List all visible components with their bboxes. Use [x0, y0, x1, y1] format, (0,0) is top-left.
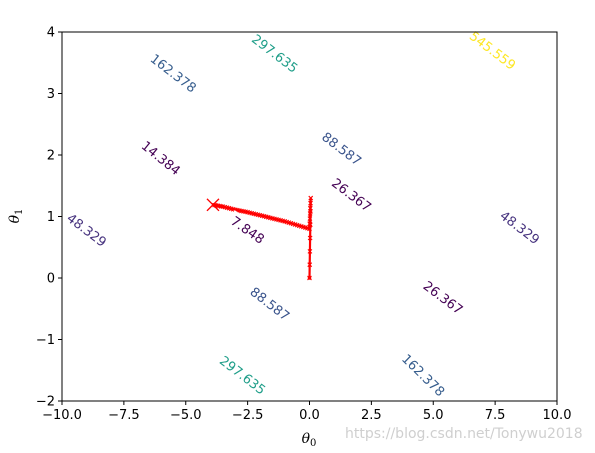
- descent-step-marker: [307, 221, 313, 227]
- x-tick-label: −10.0: [42, 408, 82, 423]
- y-tick-label: 4: [47, 26, 55, 41]
- contour-label-297.635: 297.635: [214, 349, 272, 399]
- x-tick-label: −7.5: [108, 408, 140, 423]
- contour-label-88.587: 88.587: [245, 280, 296, 326]
- x-tick-label: 2.5: [361, 408, 382, 423]
- y-tick-label: 1: [47, 210, 55, 225]
- contour-label-bg: [214, 349, 272, 399]
- contour-label-48.329: 48.329: [61, 207, 113, 252]
- watermark-text: https://blog.csdn.net/Tonywu2018: [345, 426, 583, 442]
- y-tick-label: 0: [47, 272, 55, 287]
- contour-label-bg: [316, 126, 368, 171]
- contour-label-bg: [145, 48, 203, 97]
- descent-step-marker: [308, 195, 314, 201]
- descent-step-marker: [307, 248, 313, 254]
- descent-step-marker: [307, 211, 313, 216]
- contour-label-text: 162.378: [398, 352, 447, 400]
- y-tick-label: −1: [36, 333, 55, 348]
- contour-label-bg: [397, 348, 451, 401]
- contour-label-text: 162.378: [147, 52, 199, 97]
- contour-label-162.378: 162.378: [397, 348, 451, 401]
- contour-label-545.559: 545.559: [464, 25, 522, 74]
- y-tick-label: 2: [47, 149, 55, 164]
- contour-label-bg: [326, 172, 378, 217]
- contour-label-bg: [464, 25, 522, 74]
- y-tick-label: 3: [47, 87, 55, 102]
- contour-label-bg: [245, 280, 296, 326]
- y-axis-ticks: −2 −1 0 1 2 3 4: [36, 26, 62, 410]
- contour-labels: 7.84814.38426.36726.36748.32948.32988.58…: [61, 25, 546, 401]
- y-axis-label: θ1: [7, 209, 25, 224]
- descent-step-marker: [307, 205, 313, 211]
- x-axis-ticks: −10.0 −7.5 −5.0 −2.5 0.0 2.5 5.0 7.5 10.0: [42, 401, 571, 423]
- descent-end-marker: [206, 198, 220, 212]
- contour-label-14.384: 14.384: [136, 134, 187, 180]
- contour-label-bg: [61, 207, 113, 252]
- contour-label-bg: [225, 210, 271, 249]
- contour-label-162.378: 162.378: [145, 48, 203, 97]
- x-tick-label: 0.0: [299, 408, 320, 423]
- x-tick-label: −5.0: [170, 408, 202, 423]
- contour-label-bg: [418, 275, 470, 319]
- contour-label-88.587: 88.587: [316, 126, 368, 171]
- descent-step-marker: [308, 200, 313, 206]
- contour-label-bg: [136, 134, 187, 180]
- descent-step-marker: [307, 262, 313, 268]
- descent-step-marker: [307, 235, 313, 241]
- x-tick-label: 7.5: [485, 408, 506, 423]
- contour-label-26.367: 26.367: [418, 275, 470, 319]
- y-tick-label: −2: [36, 395, 55, 410]
- contour-label-bg: [247, 28, 304, 78]
- x-axis-label: θ0: [302, 431, 317, 449]
- contour-label-26.367: 26.367: [326, 172, 378, 217]
- x-tick-label: 10.0: [543, 408, 572, 423]
- contour-label-text: 297.635: [216, 354, 268, 399]
- x-tick-label: −2.5: [232, 408, 264, 423]
- descent-step-marker: [307, 216, 313, 221]
- contour-label-bg: [495, 204, 546, 249]
- contour-label-48.329: 48.329: [495, 204, 546, 249]
- descent-start-point: [307, 276, 312, 280]
- contour-label-text: 545.559: [466, 29, 518, 74]
- contour-label-text: 297.635: [248, 32, 300, 77]
- gradient-path: [206, 195, 314, 281]
- x-tick-label: 5.0: [423, 408, 444, 423]
- contour-label-297.635: 297.635: [247, 28, 304, 78]
